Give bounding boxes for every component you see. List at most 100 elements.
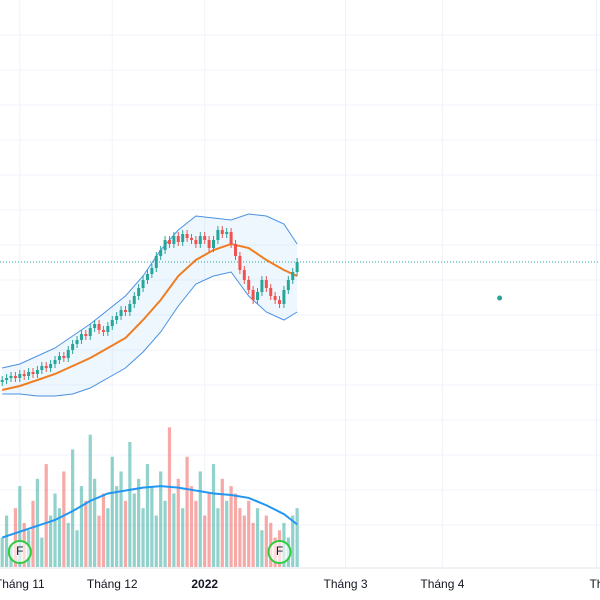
candle-body	[264, 280, 268, 288]
candle-body	[5, 378, 9, 380]
volume-bar	[242, 515, 246, 567]
candle-body	[97, 324, 101, 330]
candle-body	[163, 240, 167, 250]
candle-body	[238, 256, 242, 270]
volume-bar	[207, 493, 211, 567]
volume-bar	[154, 515, 158, 567]
volume-bar	[97, 515, 101, 567]
volume-bar	[141, 508, 145, 567]
volume-bar	[150, 486, 154, 567]
x-tick-label: Th	[589, 577, 600, 591]
volume-bar	[93, 478, 97, 567]
event-label: F	[276, 544, 283, 558]
volume-bar	[44, 464, 48, 567]
candle-body	[115, 316, 119, 320]
candle-body	[106, 326, 110, 332]
volume-bar	[185, 456, 189, 567]
candle-body	[194, 240, 198, 244]
volume-bar	[194, 500, 198, 567]
candle-body	[220, 230, 224, 234]
candle-body	[242, 270, 246, 280]
volume-bar	[172, 493, 176, 567]
candle-body	[198, 236, 202, 244]
volume-bar	[40, 537, 44, 567]
candle-body	[273, 296, 277, 300]
volume-bar	[189, 486, 194, 567]
candle-body	[35, 370, 39, 374]
candle-body	[71, 344, 75, 350]
candle-body	[27, 372, 31, 376]
candle-body	[172, 236, 176, 244]
candle-body	[189, 238, 193, 240]
volume-bar	[79, 486, 84, 567]
candle-body	[18, 374, 22, 378]
x-tick-label: Tháng 12	[87, 577, 138, 591]
volume-bar	[106, 508, 110, 567]
candle-body	[176, 236, 180, 242]
candle-body	[13, 376, 17, 378]
candle-body	[150, 268, 154, 274]
candle-body	[234, 244, 238, 256]
candle-body	[44, 366, 48, 368]
volume-bar	[18, 486, 22, 567]
volume-bar	[0, 537, 4, 567]
candle-body	[256, 292, 260, 300]
volume-bar	[132, 493, 136, 567]
candle-body	[269, 288, 273, 296]
volume-bar	[247, 500, 251, 567]
volume-bar	[216, 508, 220, 567]
volume-bar	[5, 515, 9, 567]
event-badge	[267, 540, 292, 564]
candle-body	[159, 250, 163, 256]
candle-body	[62, 356, 66, 358]
candle-body	[84, 334, 88, 336]
volume-bar	[119, 471, 123, 567]
volume-bar	[255, 508, 260, 567]
candle-body	[207, 240, 211, 248]
volume-bar	[264, 515, 268, 567]
candle-body	[93, 324, 97, 328]
candle-body	[229, 232, 233, 244]
background-grid	[0, 34, 600, 526]
candle-body	[145, 274, 149, 280]
volume-bar	[229, 486, 233, 567]
volume-bar	[75, 530, 79, 567]
volume-bar	[31, 500, 35, 567]
volume-bar	[233, 493, 238, 567]
candle-body	[167, 240, 171, 244]
volume-bar	[176, 478, 180, 567]
candle-body	[154, 256, 158, 268]
candle-body	[75, 340, 79, 344]
candle-body	[260, 280, 264, 292]
candle-body	[132, 296, 136, 304]
volume-ma-line	[1, 485, 298, 539]
candle-body	[225, 232, 229, 234]
candle-body	[211, 240, 215, 248]
candle-body	[128, 304, 132, 312]
volume-bar	[49, 515, 53, 567]
candle-body	[31, 372, 35, 374]
x-tick-label: Tháng 11	[0, 577, 45, 591]
volume-bar	[251, 522, 255, 567]
candle-body	[88, 328, 92, 336]
middle-band-line	[1, 242, 298, 391]
event-label: F	[16, 544, 23, 558]
upper-band-line	[2, 213, 298, 369]
candle-body	[251, 290, 255, 300]
candle-body	[57, 356, 61, 360]
volume-bar	[198, 471, 202, 567]
candle-body	[123, 310, 127, 312]
candle-body	[286, 280, 290, 290]
volume-bar	[145, 464, 150, 567]
volume-bar	[159, 471, 163, 567]
candle-body	[291, 272, 295, 280]
volume-bar	[203, 515, 207, 567]
candle-body	[216, 230, 220, 240]
candle-body	[247, 280, 251, 290]
volume-bar	[66, 522, 70, 567]
volume-bar	[181, 508, 185, 567]
candle-body	[110, 320, 114, 326]
candle-body	[181, 234, 185, 242]
candle-body	[53, 360, 57, 364]
